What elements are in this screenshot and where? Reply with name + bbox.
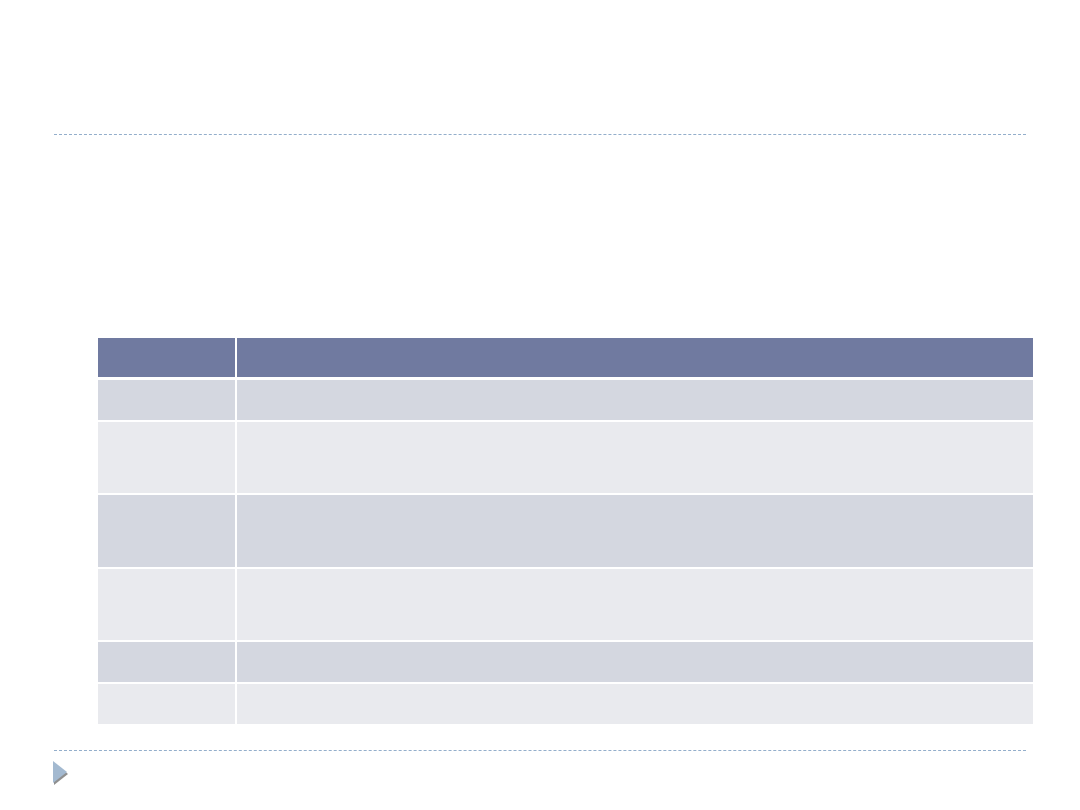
triangle-bullet-icon — [53, 761, 68, 785]
table-row — [98, 422, 1033, 493]
top-divider — [54, 134, 1026, 135]
table-cell — [237, 495, 1033, 567]
table-row — [98, 642, 1033, 682]
table-cell — [237, 642, 1033, 682]
table-row — [98, 684, 1033, 724]
table-row — [98, 380, 1033, 420]
table-header-row — [98, 338, 1033, 377]
table-row — [98, 495, 1033, 567]
table-cell — [237, 380, 1033, 420]
table-cell — [237, 684, 1033, 724]
table-cell — [98, 495, 235, 567]
bottom-divider — [54, 750, 1026, 751]
table-cell — [98, 422, 235, 493]
table-cell — [98, 380, 235, 420]
header-cell — [237, 338, 1033, 377]
header-cell — [98, 338, 235, 377]
table-cell — [237, 422, 1033, 493]
table-cell — [237, 569, 1033, 640]
table-cell — [98, 684, 235, 724]
table-cell — [98, 569, 235, 640]
table-row — [98, 569, 1033, 640]
table-cell — [98, 642, 235, 682]
